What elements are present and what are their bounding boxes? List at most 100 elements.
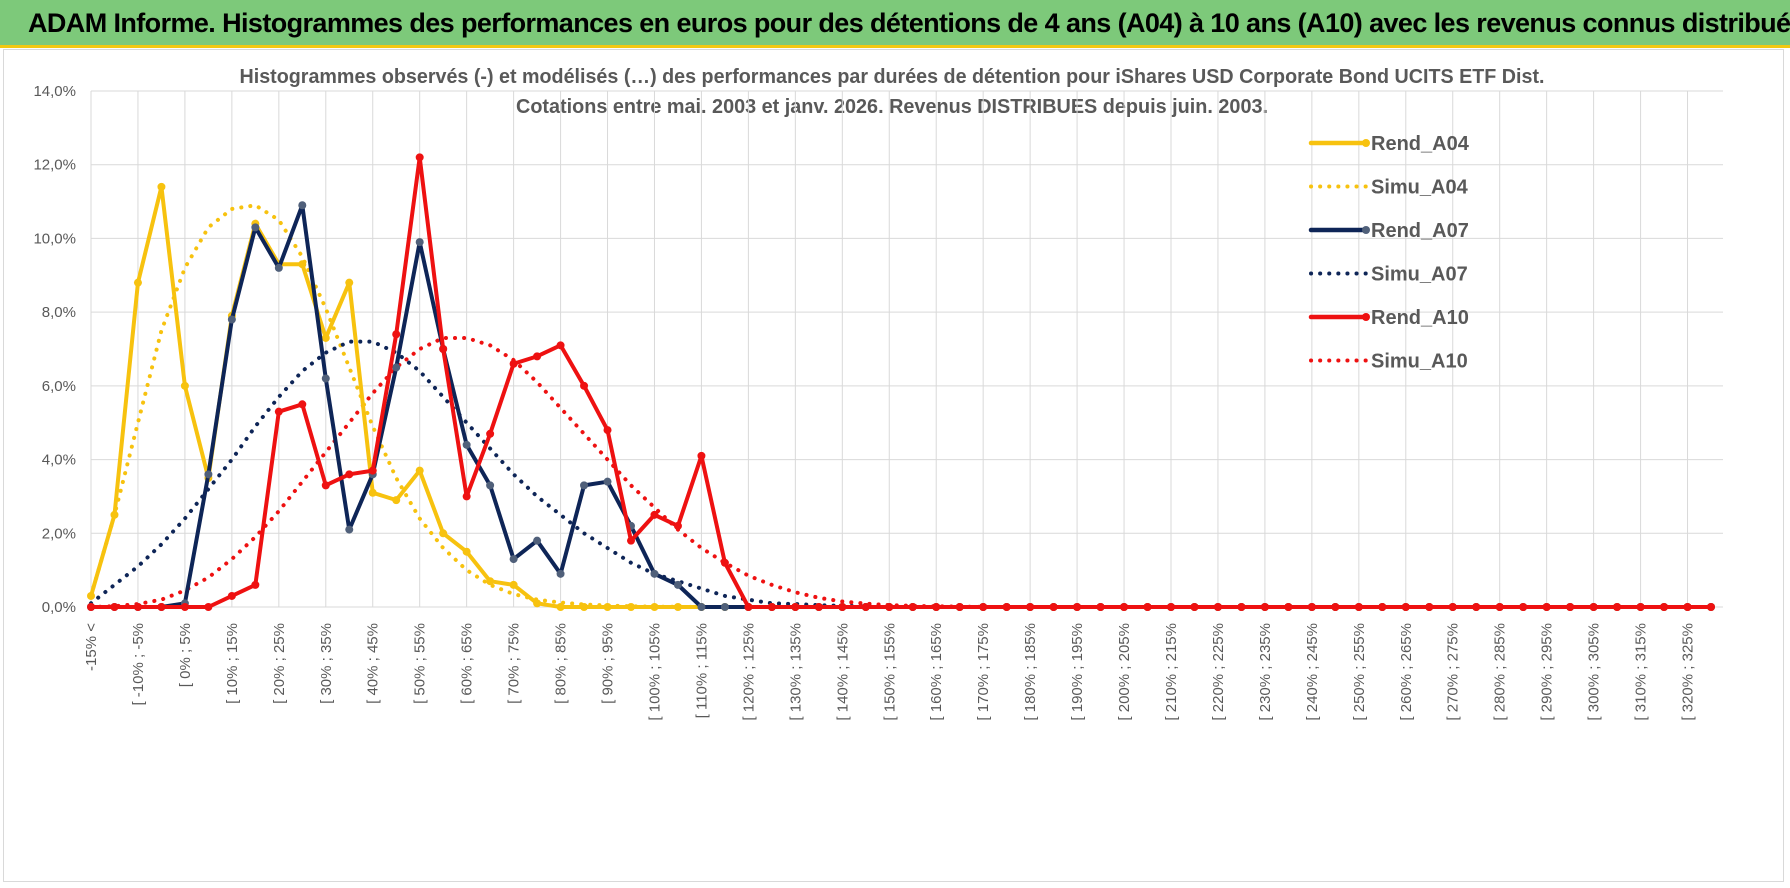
point-Rend_A10 — [345, 470, 354, 479]
point-Rend_A04 — [533, 599, 542, 608]
point-Rend_A10 — [650, 510, 659, 519]
y-tick-label: 6,0% — [42, 378, 76, 395]
point-Rend_A10 — [767, 603, 776, 611]
y-tick-label: 4,0% — [42, 452, 76, 469]
point-Rend_A10 — [1284, 603, 1293, 611]
point-Rend_A04 — [110, 510, 119, 519]
point-Rend_A04 — [673, 603, 682, 611]
point-Rend_A10 — [157, 603, 166, 611]
point-Rend_A04 — [650, 603, 659, 611]
chart-area: Histogrammes observés (-) et modélisés (… — [3, 49, 1784, 882]
point-Rend_A10 — [1167, 603, 1175, 611]
point-Rend_A04 — [556, 603, 565, 611]
header-banner: ADAM Informe. Histogrammes des performan… — [0, 0, 1790, 48]
point-Rend_A10 — [439, 345, 448, 353]
point-Rend_A10 — [462, 492, 471, 501]
point-Rend_A10 — [885, 603, 894, 611]
point-Rend_A10 — [1026, 603, 1035, 611]
point-Rend_A07 — [650, 569, 659, 578]
series-line-Simu_A07 — [89, 339, 1713, 609]
x-tick-label: [ 150% ; 155% — [881, 623, 898, 721]
legend-label: Rend_A04 — [1371, 133, 1470, 155]
point-Rend_A10 — [838, 603, 847, 611]
point-Rend_A04 — [392, 496, 401, 505]
point-Rend_A04 — [368, 488, 377, 497]
point-Rend_A10 — [1073, 603, 1082, 611]
legend-label: Simu_A07 — [1371, 264, 1468, 286]
point-Rend_A10 — [1589, 603, 1598, 611]
legend-marker-Rend_A10 — [1362, 313, 1370, 321]
point-Rend_A07 — [697, 603, 706, 611]
y-tick-label: 14,0% — [33, 83, 76, 100]
x-tick-label: [ 230% ; 235% — [1257, 623, 1274, 721]
point-Rend_A04 — [462, 547, 471, 556]
chart-title-line: Cotations entre mai. 2003 et janv. 2026.… — [516, 96, 1268, 118]
point-Rend_A10 — [791, 603, 800, 611]
point-Rend_A10 — [1237, 603, 1246, 611]
point-Rend_A04 — [87, 591, 95, 600]
chart-title-group: Histogrammes observés (-) et modélisés (… — [240, 66, 1545, 118]
point-Rend_A10 — [1401, 603, 1410, 611]
point-Rend_A10 — [556, 341, 565, 350]
x-tick-label: [ 50% ; 55% — [412, 623, 429, 704]
point-Rend_A10 — [697, 451, 706, 460]
point-Rend_A10 — [110, 603, 119, 611]
point-Rend_A10 — [180, 603, 189, 611]
series-line-Rend_A10 — [89, 155, 1713, 609]
x-tick-label: [ 130% ; 135% — [787, 623, 804, 721]
x-tick-label: [ 290% ; 295% — [1539, 623, 1556, 721]
point-Rend_A10 — [415, 153, 424, 162]
point-Rend_A07 — [415, 238, 424, 247]
point-Rend_A10 — [1260, 603, 1269, 611]
x-tick-label: [ 0% ; 5% — [177, 623, 194, 687]
x-tick-label: [ 110% ; 115% — [693, 623, 710, 718]
y-tick-label: 8,0% — [42, 304, 76, 321]
x-axis: -15% < [ -10% ; -5% [ 0% ; 5% [ 10% ; 15% [ … — [83, 623, 1697, 721]
point-Rend_A10 — [814, 603, 823, 611]
point-Rend_A10 — [1613, 603, 1622, 611]
point-Rend_A04 — [509, 580, 518, 589]
point-Rend_A04 — [321, 333, 330, 342]
point-Rend_A10 — [1636, 603, 1645, 611]
x-tick-label: [ 120% ; 125% — [740, 623, 757, 721]
legend-marker-Rend_A07 — [1362, 226, 1370, 234]
point-Rend_A07 — [720, 603, 729, 611]
chart-title-line: Histogrammes observés (-) et modélisés (… — [240, 66, 1545, 88]
x-tick-label: [ 180% ; 185% — [1022, 623, 1039, 721]
point-Rend_A10 — [1143, 603, 1152, 611]
point-Rend_A07 — [673, 580, 682, 589]
point-Rend_A10 — [204, 603, 213, 611]
histogram-chart: Histogrammes observés (-) et modélisés (… — [33, 66, 1723, 721]
point-Rend_A07 — [298, 201, 307, 210]
x-tick-label: [ 260% ; 265% — [1398, 623, 1415, 721]
point-Rend_A07 — [321, 374, 330, 383]
point-Rend_A10 — [1683, 603, 1692, 611]
legend: Rend_A04 Simu_A04 Rend_A07 Simu_A07 Rend_A10… — [1308, 133, 1470, 373]
point-Rend_A10 — [1378, 603, 1387, 611]
point-Rend_A07 — [556, 569, 565, 578]
point-Rend_A07 — [462, 440, 471, 449]
point-Rend_A10 — [87, 603, 95, 611]
point-Rend_A04 — [133, 278, 142, 287]
point-Rend_A10 — [533, 352, 542, 361]
grid — [90, 90, 1723, 608]
point-Rend_A10 — [1448, 603, 1457, 611]
x-tick-label: [ 20% ; 25% — [271, 623, 288, 704]
legend-label: Rend_A07 — [1371, 220, 1469, 242]
point-Rend_A07 — [580, 481, 589, 490]
x-tick-label: [ 160% ; 165% — [928, 623, 945, 721]
x-tick-label: [ 320% ; 325% — [1680, 623, 1697, 721]
legend-label: Simu_A04 — [1371, 177, 1469, 199]
x-tick-label: [ 240% ; 245% — [1304, 623, 1321, 721]
x-tick-label: [ 300% ; 305% — [1586, 623, 1603, 721]
point-Rend_A10 — [580, 381, 589, 390]
point-Rend_A07 — [533, 536, 542, 545]
x-tick-label: [ 100% ; 105% — [646, 623, 663, 721]
x-tick-label: [ 200% ; 205% — [1116, 623, 1133, 721]
series-line-Rend_A07 — [89, 203, 1713, 609]
x-tick-label: [ 90% ; 95% — [600, 623, 617, 704]
point-Rend_A10 — [1190, 603, 1199, 611]
y-tick-label: 10,0% — [33, 230, 76, 247]
point-Rend_A10 — [133, 603, 142, 611]
